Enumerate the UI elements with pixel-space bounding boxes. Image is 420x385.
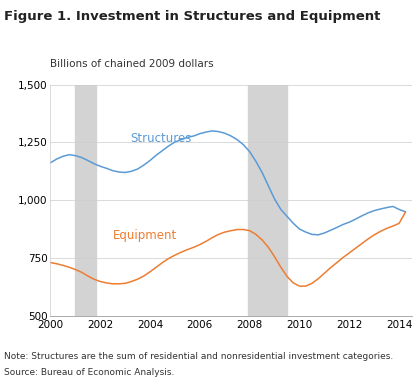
Bar <box>248 85 287 316</box>
Text: Source: Bureau of Economic Analysis.: Source: Bureau of Economic Analysis. <box>4 368 175 377</box>
Text: Figure 1. Investment in Structures and Equipment: Figure 1. Investment in Structures and E… <box>4 10 381 23</box>
Bar <box>75 85 96 316</box>
Text: Equipment: Equipment <box>113 229 177 242</box>
Text: Structures: Structures <box>130 132 192 145</box>
Text: Note: Structures are the sum of residential and nonresidential investment catego: Note: Structures are the sum of resident… <box>4 352 394 361</box>
Text: Billions of chained 2009 dollars: Billions of chained 2009 dollars <box>50 59 214 69</box>
